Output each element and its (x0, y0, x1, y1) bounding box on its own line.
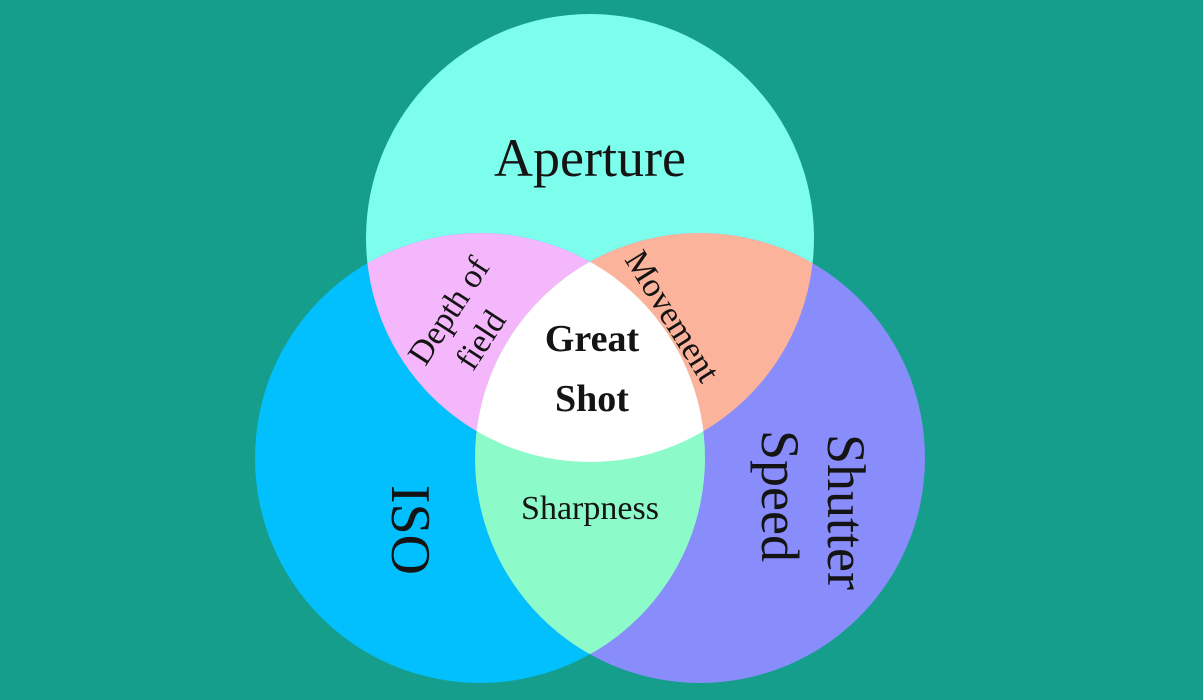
great-shot-label-line1: Great (545, 318, 640, 360)
aperture-label: Aperture (494, 128, 686, 188)
great-shot-label-line2: Shot (555, 378, 629, 420)
iso-label: ISO (379, 485, 441, 575)
sharpness-label: Sharpness (521, 490, 659, 527)
shutter-speed-label-line1: Shutter (816, 434, 876, 590)
shutter-speed-label-line2: Speed (750, 430, 810, 562)
